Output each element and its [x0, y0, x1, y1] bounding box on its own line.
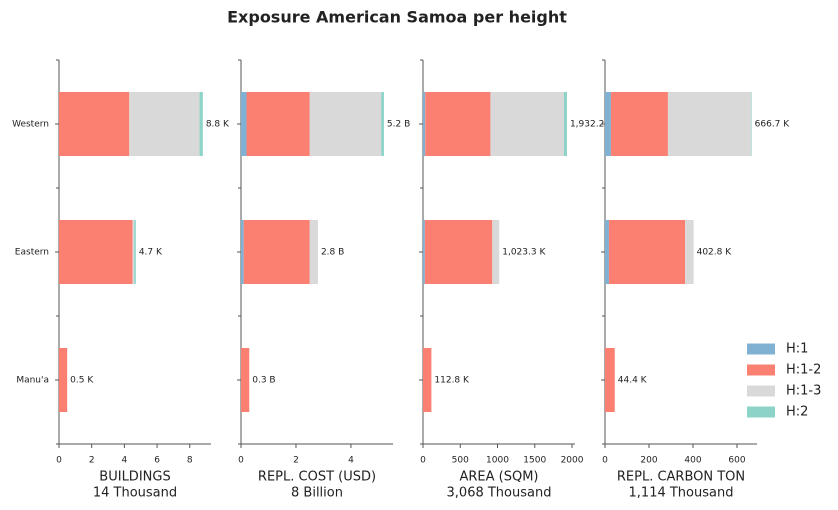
bar-segment: [563, 92, 567, 156]
total-label: 8.8 K: [206, 120, 230, 130]
legend-swatch: [747, 343, 775, 355]
bar-segment: [134, 220, 136, 284]
bar-segment: [751, 92, 752, 156]
y-tick-label: Manu'a: [16, 376, 49, 386]
bar-segment: [425, 92, 491, 156]
y-tick-label: Eastern: [15, 248, 49, 258]
bar-segment: [381, 92, 384, 156]
total-label: 1,932.2: [570, 120, 604, 130]
x-axis-note: 3,068 Thousand: [447, 486, 552, 501]
total-label: 0.5 K: [70, 376, 94, 386]
bar-segment: [59, 92, 130, 156]
x-axis-label: REPL. CARBON TON: [617, 470, 745, 485]
x-axis-note: 1,114 Thousand: [629, 486, 734, 501]
x-axis-label: BUILDINGS: [99, 470, 170, 485]
total-label: 112.8 K: [434, 376, 470, 386]
bar-segment: [605, 92, 611, 156]
bar-segment: [492, 220, 500, 284]
x-tick-label: 0: [420, 456, 426, 466]
bar-segment: [309, 220, 318, 284]
legend-label: H:1: [786, 342, 808, 357]
bar-segment: [241, 220, 244, 284]
bar-segment: [59, 220, 133, 284]
total-label: 666.7 K: [755, 120, 791, 130]
bar-segment: [241, 348, 250, 412]
total-label: 5.2 B: [387, 120, 410, 130]
bar-segment: [59, 348, 68, 412]
bar-segment: [309, 92, 382, 156]
x-tick-label: 4: [122, 456, 128, 466]
x-tick-label: 0: [238, 456, 244, 466]
legend-label: H:1-3: [786, 384, 821, 399]
x-axis-note: 14 Thousand: [93, 486, 177, 501]
total-label: 4.7 K: [139, 248, 163, 258]
bar-segment: [608, 220, 686, 284]
bar-segment: [667, 92, 752, 156]
x-tick-label: 6: [154, 456, 160, 466]
x-tick-label: 2: [89, 456, 95, 466]
bar-segment: [610, 92, 668, 156]
bar-segment: [241, 92, 247, 156]
x-tick-label: 8: [187, 456, 193, 466]
x-axis-label: AREA (SQM): [459, 470, 538, 485]
total-label: 402.8 K: [697, 248, 733, 258]
bar-segment: [199, 92, 203, 156]
legend-swatch: [747, 406, 775, 418]
x-axis-label: REPL. COST (USD): [258, 470, 376, 485]
x-tick-label: 2000: [561, 456, 584, 466]
x-tick-label: 200: [640, 456, 657, 466]
legend-swatch: [747, 364, 775, 376]
bar-segment: [423, 220, 425, 284]
x-tick-label: 4: [348, 456, 354, 466]
x-tick-label: 2: [293, 456, 299, 466]
bar-segment: [605, 220, 609, 284]
legend-label: H:2: [786, 405, 808, 420]
bar-segment: [243, 220, 310, 284]
x-tick-label: 0: [602, 456, 608, 466]
bar-segment: [605, 348, 615, 412]
x-axis-note: 8 Billion: [291, 486, 343, 501]
x-tick-label: 500: [452, 456, 469, 466]
bar-segment: [132, 220, 135, 284]
x-tick-label: 1500: [523, 456, 546, 466]
x-tick-label: 600: [728, 456, 745, 466]
x-tick-label: 0: [56, 456, 62, 466]
bar-segment: [685, 220, 694, 284]
total-label: 1,023.3 K: [502, 248, 546, 258]
bar-segment: [423, 348, 432, 412]
bar-segment: [423, 92, 426, 156]
bar-segment: [424, 220, 493, 284]
bar-segment: [129, 92, 200, 156]
legend-label: H:1-2: [786, 363, 821, 378]
legend-swatch: [747, 385, 775, 397]
x-tick-label: 400: [684, 456, 701, 466]
bar-segment: [490, 92, 564, 156]
total-label: 44.4 K: [618, 376, 648, 386]
x-tick-label: 1000: [486, 456, 509, 466]
total-label: 2.8 B: [321, 248, 344, 258]
chart-title: Exposure American Samoa per height: [227, 8, 567, 27]
bar-segment: [246, 92, 310, 156]
total-label: 0.3 B: [252, 376, 275, 386]
y-tick-label: Western: [12, 120, 49, 130]
